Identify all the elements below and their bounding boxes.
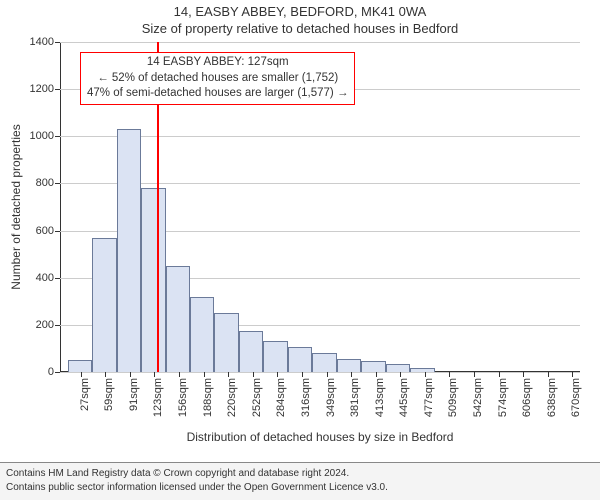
y-tick-label: 400 <box>36 272 60 284</box>
annotation-line: ← 52% of detached houses are smaller (1,… <box>87 71 348 87</box>
x-tick-mark <box>130 372 131 377</box>
histogram-bar <box>214 313 238 372</box>
chart-plot-area: 020040060080010001200140027sqm59sqm91sqm… <box>60 42 580 372</box>
x-tick-mark <box>253 372 254 377</box>
y-tick-label: 1000 <box>30 130 60 142</box>
chart-titles: 14, EASBY ABBEY, BEDFORD, MK41 0WA Size … <box>0 0 600 38</box>
y-tick-label: 200 <box>36 319 60 331</box>
histogram-bar <box>410 368 434 372</box>
x-tick-mark <box>228 372 229 377</box>
x-tick-label: 606sqm <box>521 378 533 417</box>
histogram-bar <box>288 347 312 372</box>
x-tick-label: 252sqm <box>251 378 263 417</box>
x-tick-label: 91sqm <box>128 378 140 411</box>
y-axis-line <box>60 42 61 372</box>
histogram-bar <box>190 297 214 372</box>
histogram-bar <box>263 341 287 372</box>
x-tick-label: 220sqm <box>226 378 238 417</box>
x-tick-mark <box>474 372 475 377</box>
x-tick-label: 574sqm <box>497 378 509 417</box>
x-tick-mark <box>572 372 573 377</box>
x-tick-label: 27sqm <box>79 378 91 411</box>
histogram-bar <box>239 331 263 372</box>
y-tick-label: 0 <box>48 366 60 378</box>
x-tick-label: 445sqm <box>398 378 410 417</box>
x-tick-mark <box>400 372 401 377</box>
x-tick-label: 156sqm <box>177 378 189 417</box>
x-tick-label: 381sqm <box>349 378 361 417</box>
y-tick-label: 1200 <box>30 83 60 95</box>
chart-title-address: 14, EASBY ABBEY, BEDFORD, MK41 0WA <box>0 4 600 21</box>
y-axis-label: Number of detached properties <box>9 124 23 289</box>
x-tick-mark <box>499 372 500 377</box>
chart-footer: Contains HM Land Registry data © Crown c… <box>0 462 600 500</box>
footer-line: Contains public sector information licen… <box>6 481 594 495</box>
histogram-bar <box>337 359 361 372</box>
histogram-bar <box>117 129 141 372</box>
x-tick-mark <box>548 372 549 377</box>
chart-annotation-box: 14 EASBY ABBEY: 127sqm ← 52% of detached… <box>80 52 355 105</box>
x-tick-mark <box>277 372 278 377</box>
x-tick-label: 413sqm <box>374 378 386 417</box>
histogram-bar <box>68 360 92 372</box>
x-tick-label: 188sqm <box>202 378 214 417</box>
x-tick-mark <box>81 372 82 377</box>
x-tick-mark <box>204 372 205 377</box>
x-tick-mark <box>351 372 352 377</box>
chart-container: { "titles": { "line1": "14, EASBY ABBEY,… <box>0 0 600 500</box>
histogram-bar <box>92 238 116 372</box>
x-tick-label: 123sqm <box>152 378 164 417</box>
y-gridline <box>60 42 580 43</box>
x-tick-mark <box>425 372 426 377</box>
y-gridline <box>60 372 580 373</box>
histogram-bar <box>386 364 410 372</box>
chart-title-subtitle: Size of property relative to detached ho… <box>0 21 600 38</box>
x-tick-mark <box>154 372 155 377</box>
x-tick-label: 284sqm <box>275 378 287 417</box>
x-tick-label: 509sqm <box>447 378 459 417</box>
y-tick-label: 1400 <box>30 36 60 48</box>
histogram-bar <box>312 353 336 372</box>
x-tick-label: 349sqm <box>325 378 337 417</box>
x-tick-label: 477sqm <box>423 378 435 417</box>
x-tick-mark <box>105 372 106 377</box>
x-tick-label: 542sqm <box>472 378 484 417</box>
x-tick-mark <box>523 372 524 377</box>
x-tick-mark <box>302 372 303 377</box>
histogram-bar <box>361 361 385 372</box>
x-tick-mark <box>179 372 180 377</box>
x-tick-mark <box>449 372 450 377</box>
annotation-line: 14 EASBY ABBEY: 127sqm <box>87 55 348 71</box>
x-tick-label: 638sqm <box>546 378 558 417</box>
histogram-bar <box>141 188 165 372</box>
y-tick-label: 800 <box>36 177 60 189</box>
x-tick-mark <box>327 372 328 377</box>
x-tick-mark <box>376 372 377 377</box>
footer-line: Contains HM Land Registry data © Crown c… <box>6 467 594 481</box>
annotation-line: 47% of semi-detached houses are larger (… <box>87 86 348 102</box>
x-axis-label: Distribution of detached houses by size … <box>187 430 454 444</box>
x-tick-label: 316sqm <box>300 378 312 417</box>
histogram-bar <box>166 266 190 372</box>
y-tick-label: 600 <box>36 225 60 237</box>
x-tick-label: 670sqm <box>570 378 582 417</box>
x-tick-label: 59sqm <box>103 378 115 411</box>
